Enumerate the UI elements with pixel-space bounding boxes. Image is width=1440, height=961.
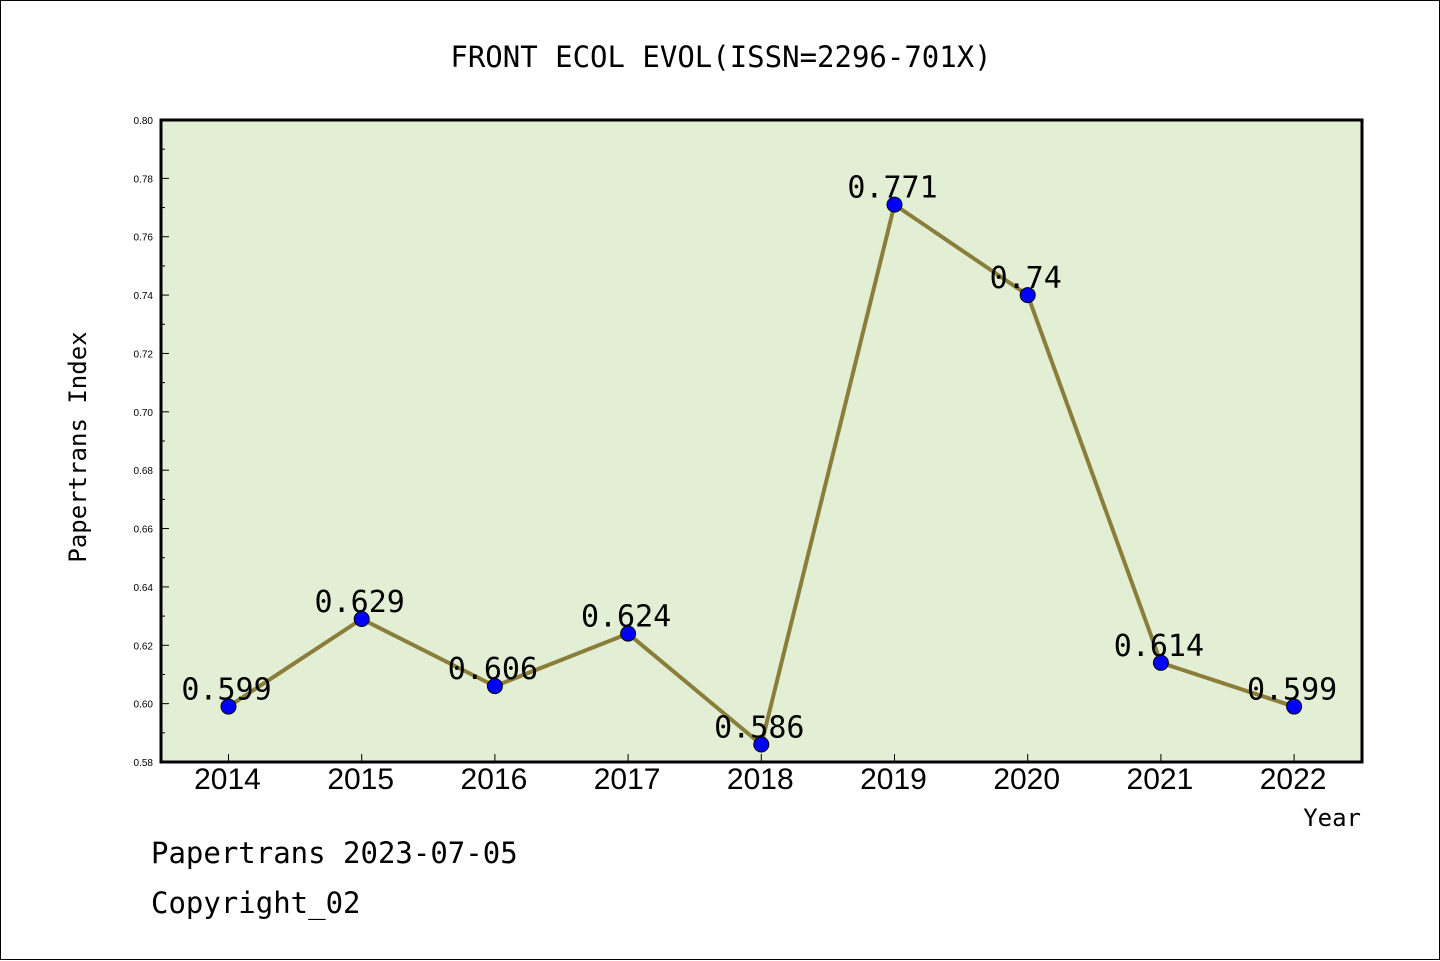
- data-point: [1152, 654, 1169, 671]
- data-label: 0.74: [990, 261, 1062, 296]
- data-point: [886, 196, 903, 213]
- y-tick-label: 0.64: [134, 583, 154, 594]
- x-tick-label: 2018: [727, 763, 794, 796]
- data-label: 0.629: [315, 585, 405, 620]
- data-label: 0.599: [181, 673, 271, 708]
- data-label: 0.614: [1114, 629, 1204, 664]
- y-tick-label: 0.72: [134, 349, 154, 360]
- y-tick-label: 0.80: [134, 116, 154, 127]
- chart-title: FRONT ECOL EVOL(ISSN=2296-701X): [450, 40, 991, 74]
- x-tick-label: 2015: [327, 763, 394, 796]
- y-tick-label: 0.74: [134, 291, 154, 302]
- data-point: [1286, 698, 1303, 715]
- x-tick-label: 2021: [1127, 763, 1194, 796]
- data-labels: 0.599 0.629 0.606 0.624 0.586 0.771 0.74 0.614 0…: [181, 171, 1337, 746]
- data-point: [353, 611, 370, 628]
- data-label: 0.586: [714, 710, 804, 745]
- data-label: 0.771: [847, 171, 937, 206]
- y-tick-label: 0.78: [134, 174, 154, 185]
- y-tick-labels: 0.58 0.60 0.62 0.64 0.66 0.68 0.70 0.72 0.74 0.76…: [134, 116, 154, 769]
- y-tick-label: 0.70: [134, 408, 154, 419]
- data-label: 0.599: [1247, 673, 1337, 708]
- footer-copyright: Copyright_02: [151, 886, 361, 920]
- x-tick-label: 2017: [594, 763, 661, 796]
- y-tick-label: 0.68: [134, 466, 154, 477]
- x-tick-label: 2020: [993, 763, 1060, 796]
- data-point: [220, 698, 237, 715]
- y-tick-label: 0.62: [134, 641, 154, 652]
- data-point: [753, 736, 770, 753]
- series-layer: [220, 196, 1303, 753]
- data-label: 0.624: [581, 600, 671, 635]
- y-tick-label: 0.66: [134, 525, 154, 536]
- data-label: 0.606: [448, 652, 538, 687]
- plot-area: [161, 120, 1362, 762]
- y-tick-label: 0.58: [134, 758, 154, 769]
- data-point: [486, 678, 503, 695]
- data-point: [1019, 287, 1036, 304]
- x-tick-label: 2022: [1260, 763, 1327, 796]
- footer-date: Papertrans 2023-07-05: [151, 836, 518, 870]
- y-tick-label: 0.76: [134, 233, 154, 244]
- x-tick-label: 2016: [461, 763, 528, 796]
- x-tick-label: 2014: [194, 763, 261, 796]
- x-tick-labels: 2014 2015 2016 2017 2018 2019 2020 2021 2022: [194, 763, 1326, 796]
- x-axis-label: Year: [1303, 804, 1361, 832]
- y-tick-label: 0.60: [134, 700, 154, 711]
- plot-border: [159, 118, 1364, 764]
- data-point: [620, 625, 637, 642]
- x-tick-label: 2019: [860, 763, 927, 796]
- y-axis-label: Papertrans Index: [64, 331, 92, 562]
